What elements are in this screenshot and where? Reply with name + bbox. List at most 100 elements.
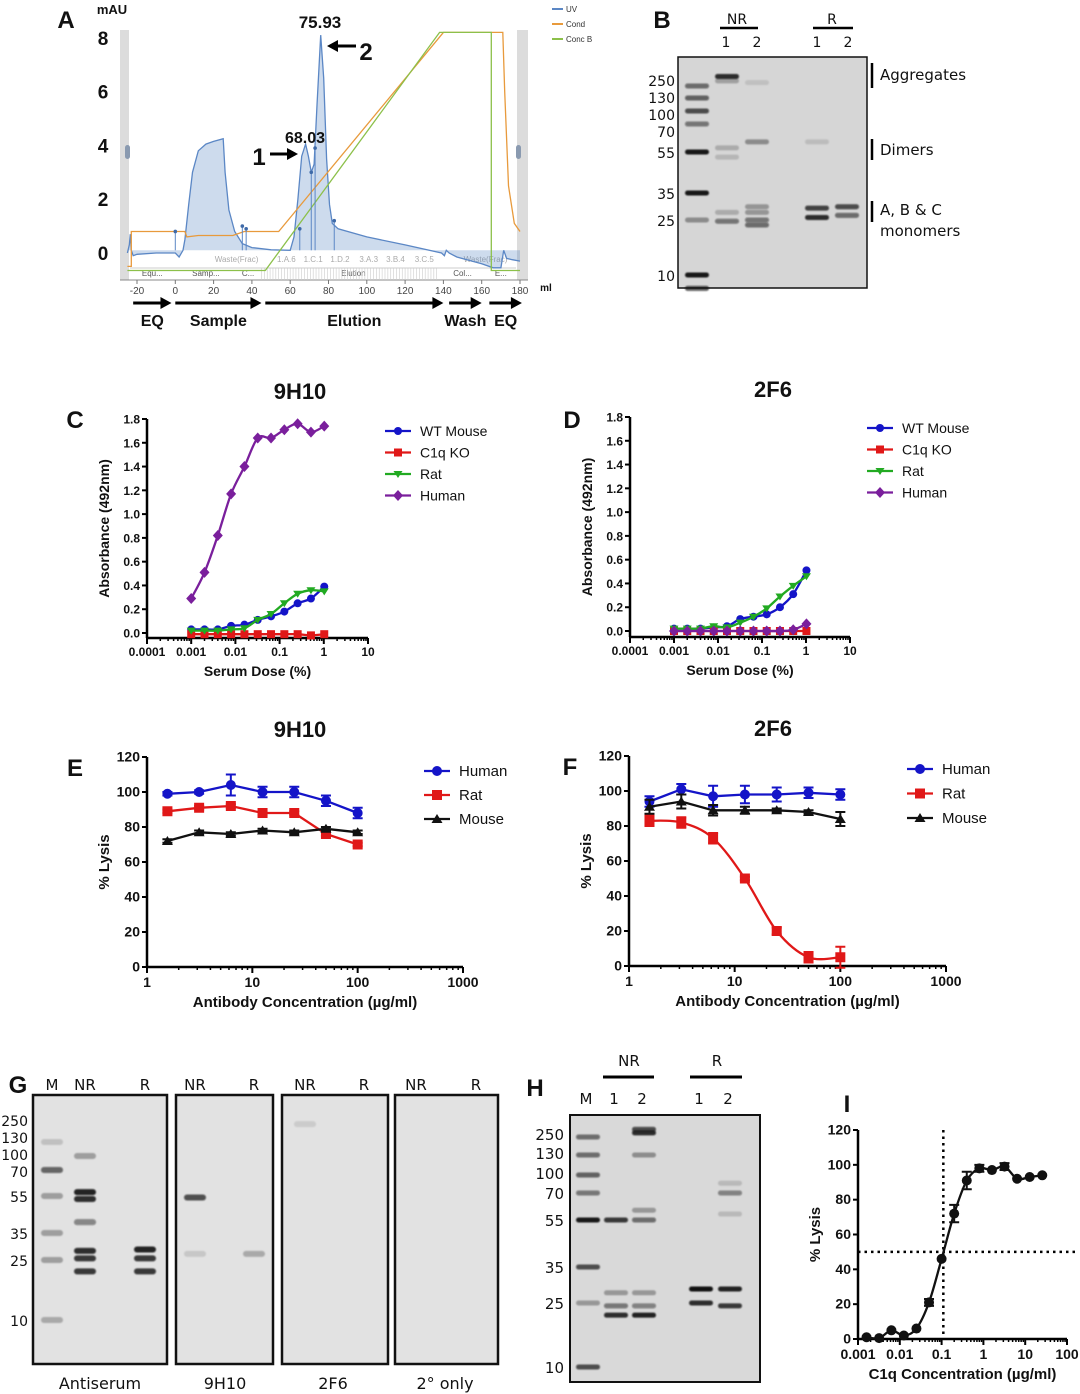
data-point-square	[803, 952, 814, 963]
gel-band	[685, 121, 709, 127]
data-point-circle	[1024, 1172, 1035, 1183]
gel-band	[745, 204, 769, 210]
series-data	[861, 1161, 1048, 1344]
data-point-square	[162, 806, 173, 817]
chart-title: 9H10	[274, 379, 327, 404]
molecular-weight-label: 10	[545, 1359, 564, 1377]
data-point-diamond	[279, 424, 290, 436]
fraction-label: 3.B.4	[386, 255, 405, 264]
gel-band	[184, 1194, 206, 1201]
x-tick-label: 1	[625, 973, 633, 989]
chart-panel-i: 0 20 40 60 80 100 120 0.001 0.01 0.1 1 10 100 C1q Con…	[807, 1122, 1079, 1384]
panel-label-i: I	[844, 1091, 851, 1118]
data-point-diamond	[788, 624, 799, 636]
gel-band	[745, 139, 769, 145]
lane-label: M	[580, 1090, 593, 1108]
molecular-weight-label: 35	[657, 187, 675, 203]
molecular-weight-label: 100	[1, 1148, 28, 1164]
data-point-circle	[320, 795, 331, 806]
molecular-weight-label: 10	[657, 269, 675, 285]
data-point-diamond	[721, 625, 732, 637]
data-point-square	[394, 448, 402, 457]
x-tick-label: 0.0001	[129, 645, 166, 659]
data-point-square	[876, 445, 884, 454]
y-tick-label: 100	[599, 783, 623, 799]
fraction-label: Waste(Frac)	[215, 255, 259, 264]
gel-band	[745, 209, 769, 215]
lane-number: 2	[753, 35, 762, 51]
x-tick-label: 100	[829, 973, 853, 989]
y-axis-label: Absorbance (492nm)	[96, 459, 112, 597]
molecular-weight-label: 10	[10, 1314, 28, 1330]
y-tick-label: 120	[828, 1122, 852, 1138]
data-point-circle	[775, 603, 784, 612]
data-point-square	[289, 808, 300, 818]
phase-label: Sample	[190, 313, 247, 330]
panel-label-g: G	[9, 1072, 28, 1099]
x-tick-label: 0.001	[840, 1346, 875, 1362]
molecular-weight-label: 70	[545, 1185, 564, 1203]
y-tick-label: 40	[835, 1261, 851, 1277]
peak-label: 75.93	[299, 13, 342, 32]
data-point-triangle-down	[762, 605, 772, 613]
data-point-circle	[835, 789, 846, 800]
data-point-square	[253, 630, 262, 639]
y-tick-label: 0.6	[123, 555, 140, 569]
blot-label: 2° only	[416, 1374, 473, 1393]
data-point-triangle-down	[775, 593, 785, 601]
gel-band	[74, 1255, 96, 1262]
x-tick-label: 1	[320, 645, 327, 659]
data-point-diamond	[393, 490, 403, 501]
molecular-weight-label: 25	[657, 214, 675, 230]
data-point-circle	[961, 1175, 972, 1186]
data-point-triangle-up	[771, 805, 783, 815]
y-tick-label: 6	[98, 83, 109, 104]
y-tick-label: 1.8	[123, 413, 140, 427]
data-point-circle	[898, 1330, 909, 1341]
fraction-label: Waste(Frac)	[464, 255, 508, 264]
x-tick-label: -20	[130, 286, 145, 297]
lane-label: 2	[723, 1090, 733, 1108]
gel-band	[685, 83, 709, 89]
gel-band	[632, 1152, 656, 1158]
x-axis-label: ml	[540, 283, 552, 294]
data-point-triangle-up	[707, 805, 719, 815]
phase-label: EQ	[141, 313, 164, 330]
data-point-circle	[289, 787, 300, 797]
series-mouse	[161, 823, 364, 845]
x-tick-label: 0.1	[271, 645, 288, 659]
series-line	[190, 422, 325, 600]
gel-band	[718, 1190, 742, 1196]
data-point-circle	[432, 766, 442, 776]
lane-group-label: R	[712, 1052, 722, 1070]
gel-band	[715, 73, 739, 79]
data-point-square	[771, 926, 782, 936]
data-point-square	[194, 802, 205, 813]
data-point-triangle-up	[288, 827, 300, 837]
data-point-triangle-down	[253, 616, 263, 624]
x-tick-label: 1000	[930, 973, 961, 989]
series-rat	[186, 587, 329, 635]
gel-band	[576, 1190, 600, 1196]
series-rat	[644, 814, 846, 969]
data-point-diamond	[239, 461, 250, 473]
data-point-diamond	[305, 426, 316, 438]
data-point-triangle-down	[279, 600, 289, 608]
fraction-label: 1.C.1	[304, 255, 324, 264]
phase-arrow-head	[432, 297, 444, 309]
data-point-diamond	[212, 530, 223, 542]
fraction-label: 1.D.2	[330, 255, 350, 264]
molecular-weight-label: 250	[1, 1114, 28, 1130]
gel-band	[632, 1312, 656, 1318]
y-tick-label: 1.4	[606, 458, 623, 472]
gel-band	[632, 1303, 656, 1309]
data-point-triangle-up	[739, 805, 751, 815]
y-axis-label: % Lysis	[578, 833, 595, 888]
x-tick-label: 0	[173, 286, 179, 297]
molecular-weight-label: 130	[1, 1131, 28, 1147]
gel-band	[685, 272, 709, 278]
y-tick-label: 0	[132, 959, 140, 975]
lane-label: NR	[184, 1076, 206, 1094]
gel-frame	[569, 1114, 761, 1383]
gel-band	[41, 1139, 63, 1145]
